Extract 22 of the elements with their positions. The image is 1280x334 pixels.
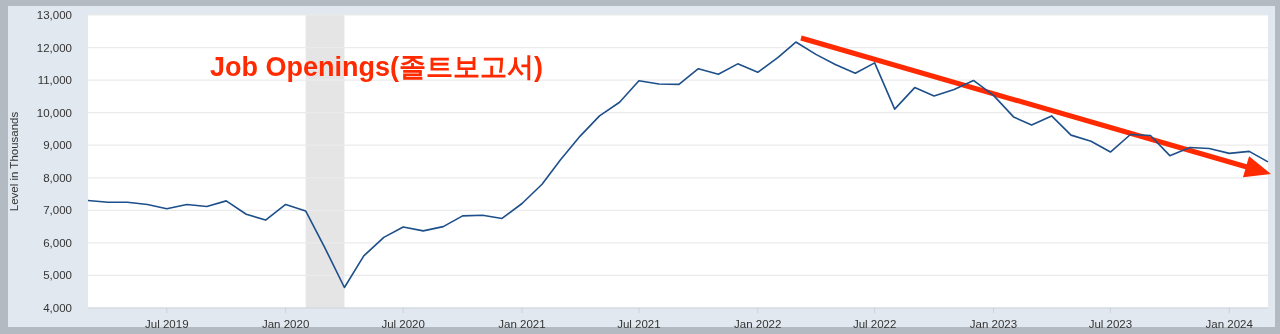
y-tick-label: 10,000	[36, 106, 72, 119]
x-tick-label: Jul 2022	[852, 318, 897, 330]
x-tick-label: Jul 2020	[381, 318, 425, 330]
x-tick-label: Jul 2019	[145, 318, 189, 330]
y-axis-title: Level in Thousands	[8, 111, 20, 212]
y-tick-label: 8,000	[43, 171, 72, 184]
x-tick-label: Jan 2024	[1205, 318, 1254, 330]
x-tick-label: Jan 2022	[734, 318, 782, 330]
y-tick-label: 4,000	[43, 302, 72, 314]
y-tick-label: 5,000	[43, 269, 72, 282]
x-tick-label: Jan 2021	[498, 318, 546, 330]
y-tick-label: 12,000	[36, 41, 72, 54]
text: Job Openings(졸트보고서)	[210, 52, 543, 82]
x-tick-label: Jul 2021	[617, 318, 661, 330]
x-tick-label: Jan 2023	[969, 318, 1018, 330]
y-tick-label: 6,000	[43, 236, 72, 249]
y-tick-label: 7,000	[43, 204, 72, 217]
y-tick-label: 11,000	[37, 74, 72, 87]
x-tick-label: Jan 2020	[261, 318, 310, 330]
y-tick-label: 9,000	[43, 139, 72, 152]
x-tick-label: Jul 2023	[1088, 318, 1133, 330]
y-tick-label: 13,000	[36, 9, 72, 21]
